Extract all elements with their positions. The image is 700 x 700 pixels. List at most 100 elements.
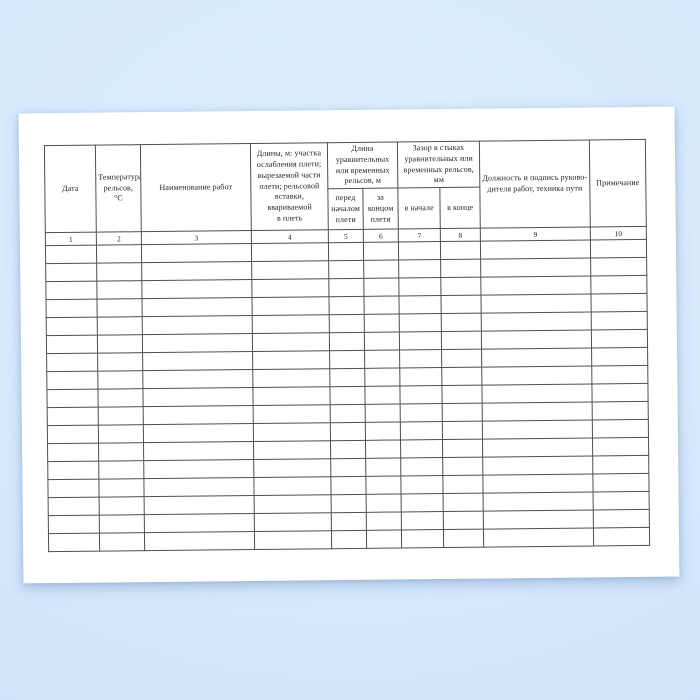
empty-cell [253,422,331,442]
document-page: Дата Температура рельсов, °С Наименовани… [18,106,680,584]
empty-cell [366,494,402,513]
empty-cell [590,239,647,259]
empty-cell [366,512,402,531]
col-header-date: Дата [44,145,97,233]
empty-cell [401,511,444,531]
empty-cell [593,527,650,547]
empty-cell [254,494,332,514]
empty-cell [365,476,402,495]
column-number: 6 [363,229,399,243]
empty-cell [252,314,330,334]
empty-cell [98,460,144,480]
empty-cell [46,371,98,390]
empty-cell [98,478,145,498]
empty-cell [329,332,365,351]
empty-cell [440,241,481,260]
empty-cell [364,350,400,369]
empty-cell [96,262,142,282]
col-header-lengths: Длины, м: участка ослабления плети; выре… [250,142,329,231]
empty-cell [142,315,253,335]
empty-cell [399,331,442,351]
empty-cell [329,386,366,405]
empty-cell [141,243,252,263]
empty-cell [143,405,254,425]
empty-cell [592,437,649,457]
col-header-gap-at-start: в начале [397,187,441,230]
empty-cell [46,389,99,408]
empty-cell [252,332,330,352]
empty-cell [252,368,330,388]
empty-cell [254,512,332,532]
empty-cell [483,492,594,512]
col-header-rail-temperature: Температура рельсов, °С [95,144,142,233]
header-row-groups: Дата Температура рельсов, °С Наименовани… [44,139,647,233]
empty-cell [441,331,482,350]
column-number: 2 [96,231,142,246]
table-header: Дата Температура рельсов, °С Наименовани… [44,139,647,246]
empty-cell [398,259,441,279]
empty-cell [483,510,594,530]
empty-cell [593,491,650,511]
empty-cell [442,439,483,458]
empty-cell [591,347,648,367]
empty-cell [443,511,484,530]
empty-cell [481,366,592,386]
empty-cell [142,297,253,317]
empty-cell [483,528,594,548]
empty-cell [481,294,592,314]
col-header-after-end: за концом плети [362,188,399,230]
empty-cell [97,334,143,354]
empty-cell [142,351,253,371]
empty-cell [481,348,592,368]
empty-cell [364,332,400,351]
column-number: 5 [328,229,364,243]
empty-cell [330,422,366,441]
empty-cell [480,258,591,278]
empty-cell [48,533,100,552]
empty-cell [591,311,648,331]
empty-cell [398,277,442,297]
empty-cell [399,349,442,369]
empty-cell [482,420,593,440]
column-number: 7 [398,228,441,243]
empty-cell [399,313,442,333]
col-group-joint-gap: Зазор в стыках уравнительных или временн… [397,141,480,189]
empty-cell [482,438,593,458]
empty-cell [365,440,401,459]
empty-cell [329,350,365,369]
empty-cell [399,367,442,387]
empty-cell [442,421,483,440]
empty-cell [329,314,365,333]
empty-cell [143,423,254,443]
empty-cell [442,457,483,476]
empty-cell [99,496,145,516]
empty-cell [364,386,401,405]
empty-cell [400,403,443,423]
empty-cell [441,295,482,314]
empty-cell [591,383,649,403]
empty-cell [328,260,364,279]
empty-cell [363,260,399,279]
empty-cell [401,529,444,549]
empty-cell [328,296,365,315]
empty-cell [443,493,484,512]
empty-cell [400,439,443,459]
empty-cell [481,312,592,332]
empty-cell [400,457,443,477]
empty-cell [253,440,331,460]
empty-cell [45,263,97,282]
empty-cell [441,385,483,404]
empty-cell [331,530,367,549]
empty-cell [141,261,252,281]
empty-cell [400,421,443,441]
empty-cell [143,477,255,497]
empty-cell [590,257,647,277]
empty-cell [251,278,329,298]
empty-cell [441,367,482,386]
empty-cell [442,403,483,422]
empty-cell [252,350,330,370]
empty-cell [593,509,650,529]
empty-cell [253,476,332,496]
empty-cell [482,456,593,476]
